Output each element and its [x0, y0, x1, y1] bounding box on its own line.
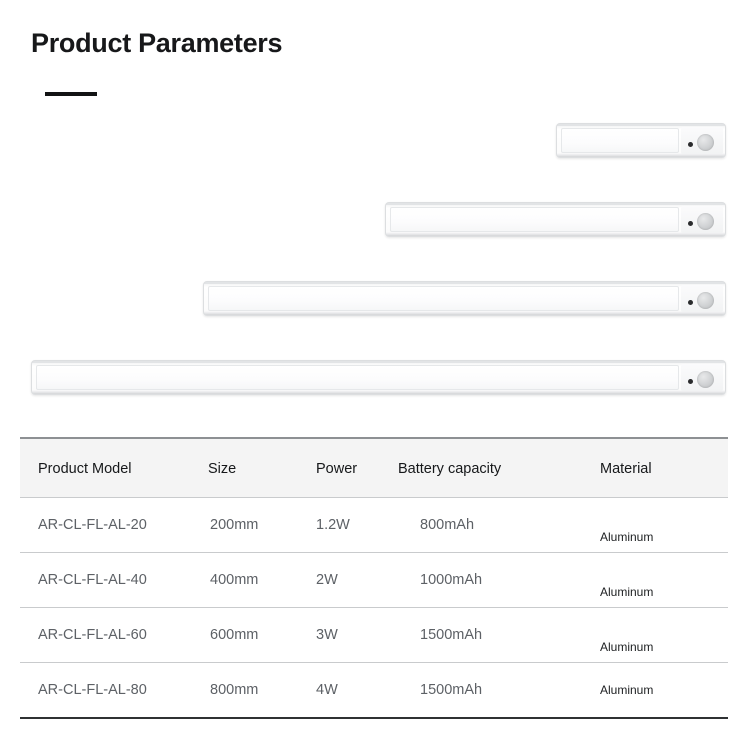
- product-image-light-bar-600mm: [203, 281, 726, 316]
- ir-sensor-icon: [688, 300, 693, 305]
- column-header-product-model: Product Model: [20, 437, 208, 498]
- cell-product-model: AR-CL-FL-AL-40: [20, 552, 208, 608]
- table-row: AR-CL-FL-AL-80 800mm 4W 1500mAh Aluminum: [20, 662, 728, 719]
- cell-size: 800mm: [208, 662, 316, 719]
- cell-power: 2W: [316, 552, 398, 608]
- column-header-size: Size: [208, 437, 316, 498]
- column-header-power: Power: [316, 437, 398, 498]
- lens-diffuser: [390, 207, 679, 232]
- column-header-battery-capacity: Battery capacity: [398, 437, 598, 498]
- product-parameters-table: Product Model Size Power Battery capacit…: [20, 437, 728, 719]
- cell-power: 3W: [316, 607, 398, 663]
- cell-product-model: AR-CL-FL-AL-60: [20, 607, 208, 663]
- table-row: AR-CL-FL-AL-20 200mm 1.2W 800mAh Aluminu…: [20, 497, 728, 553]
- title-accent-rule: [45, 92, 97, 96]
- motion-sensor-icon: [697, 134, 714, 151]
- cell-material: Aluminum: [598, 607, 728, 663]
- cell-size: 400mm: [208, 552, 316, 608]
- cell-battery-capacity: 1000mAh: [398, 552, 598, 608]
- ir-sensor-icon: [688, 142, 693, 147]
- ir-sensor-icon: [688, 379, 693, 384]
- cell-power: 1.2W: [316, 497, 398, 553]
- cell-material: Aluminum: [598, 497, 728, 553]
- cell-product-model: AR-CL-FL-AL-80: [20, 662, 208, 719]
- cell-size: 600mm: [208, 607, 316, 663]
- cell-power: 4W: [316, 662, 398, 719]
- ir-sensor-icon: [688, 221, 693, 226]
- cell-battery-capacity: 800mAh: [398, 497, 598, 553]
- sensor-housing: [681, 364, 723, 391]
- cell-battery-capacity: 1500mAh: [398, 607, 598, 663]
- cell-material: Aluminum: [598, 552, 728, 608]
- table-header-row: Product Model Size Power Battery capacit…: [20, 437, 728, 498]
- cell-size: 200mm: [208, 497, 316, 553]
- lens-diffuser: [36, 365, 679, 390]
- cell-product-model: AR-CL-FL-AL-20: [20, 497, 208, 553]
- table-row: AR-CL-FL-AL-40 400mm 2W 1000mAh Aluminum: [20, 552, 728, 608]
- lens-diffuser: [561, 128, 679, 153]
- cell-material: Aluminum: [598, 662, 728, 719]
- cell-battery-capacity: 1500mAh: [398, 662, 598, 719]
- column-header-material: Material: [598, 437, 728, 498]
- motion-sensor-icon: [697, 292, 714, 309]
- product-image-light-bar-200mm: [556, 123, 726, 158]
- sensor-housing: [681, 206, 723, 233]
- sensor-housing: [681, 285, 723, 312]
- product-image-gallery: [31, 123, 726, 395]
- lens-diffuser: [208, 286, 679, 311]
- motion-sensor-icon: [697, 371, 714, 388]
- table-row: AR-CL-FL-AL-60 600mm 3W 1500mAh Aluminum: [20, 607, 728, 663]
- sensor-housing: [681, 127, 723, 154]
- product-image-light-bar-400mm: [385, 202, 726, 237]
- page-title: Product Parameters: [31, 28, 283, 58]
- product-image-light-bar-800mm: [31, 360, 726, 395]
- motion-sensor-icon: [697, 213, 714, 230]
